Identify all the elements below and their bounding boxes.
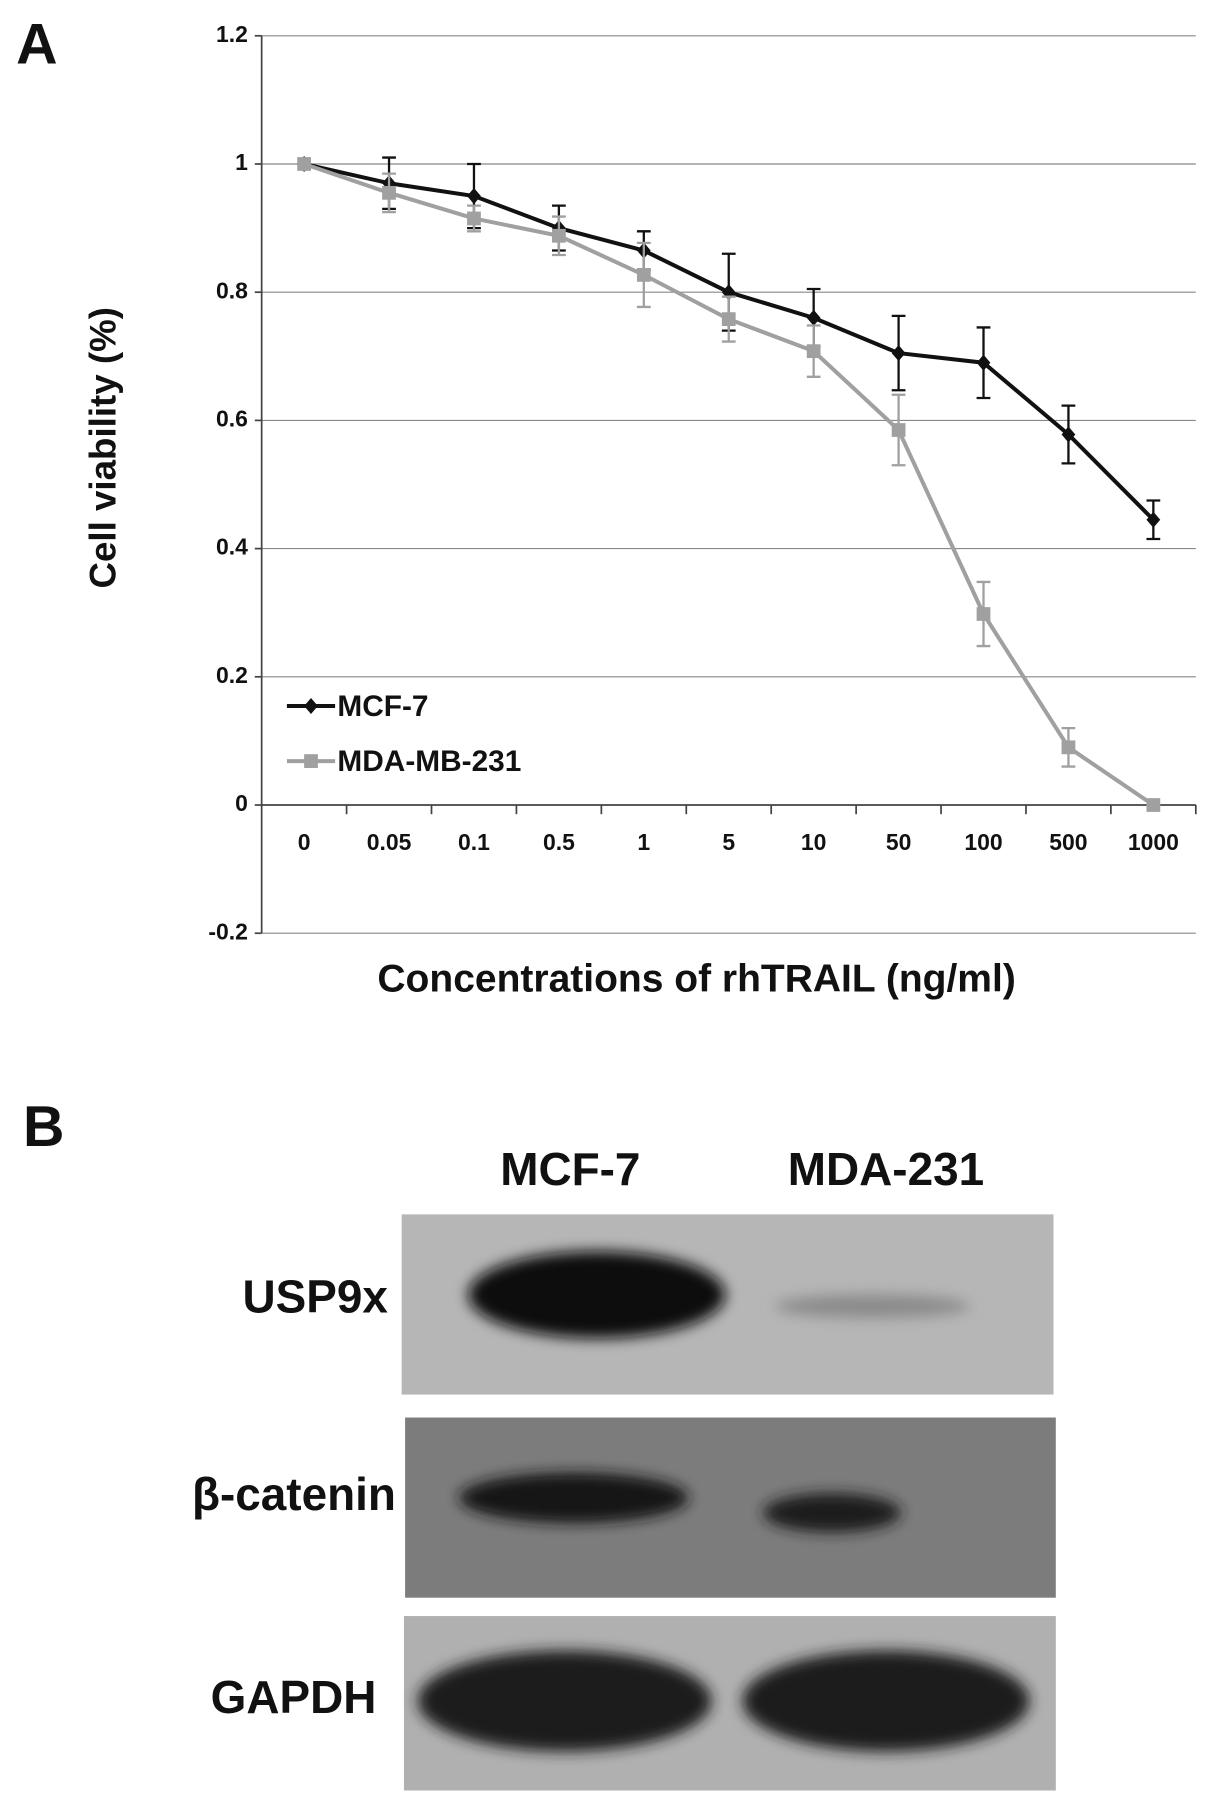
x-tick-label: 500 [1049,829,1087,855]
data-point [806,309,821,326]
data-point [552,228,566,243]
x-tick-label: 50 [886,829,912,855]
data-point [1146,798,1161,812]
band [468,1251,726,1339]
x-tick-label: 100 [964,829,1002,855]
panel-label: A [16,13,57,77]
x-axis-title: Concentrations of rhTRAIL (ng/ml) [377,958,1015,1001]
legend-marker [304,697,318,715]
data-point [1061,426,1076,443]
x-tick-label: 5 [722,829,735,855]
band [774,1294,970,1318]
x-tick-label: 0.5 [543,829,575,855]
band [459,1472,689,1524]
data-point [806,344,821,359]
x-tick-label: 0.05 [367,829,412,855]
band [763,1493,901,1533]
x-tick-label: 1 [637,829,650,855]
row-label: GAPDH [211,1671,377,1723]
data-point [382,185,396,200]
x-tick-label: 10 [801,829,827,855]
data-point [467,211,481,226]
data-point [636,268,651,282]
y-tick-label: 0.8 [216,277,248,303]
plot: -0.2 0 0.2 0.4 0.6 0.8 1 1.2 0 0.05 0.1 0.5 1 5 10 50 10… [208,21,1197,944]
y-tick-label: 0.4 [216,534,248,560]
data-point [891,345,906,362]
panel-label: B [23,1095,64,1159]
legend-marker [304,754,318,768]
y-axis-title: Cell viability (%) [82,307,123,589]
band [742,1650,1030,1752]
data-point [297,157,312,171]
x-tick-label: 0 [298,829,311,855]
x-tick-label: 1000 [1128,829,1179,855]
band [417,1650,712,1752]
data-point [1061,740,1076,755]
legend-label: MCF-7 [337,690,428,723]
y-tick-label: 1.2 [216,21,248,47]
data-point [891,423,906,437]
data-point [467,188,481,205]
y-tick-label: 0 [235,790,248,816]
row-label: USP9x [242,1271,388,1323]
x-tick-label: 0.1 [458,829,490,855]
blot-panel: B MCF-7 MDA-231 USP9x β-catenin GAPDH [23,1095,1056,1791]
y-tick-label: 0.6 [216,405,248,431]
y-tick-label: -0.2 [208,918,248,944]
data-point [976,607,991,621]
lane-label: MCF-7 [500,1143,640,1195]
data-point [976,354,991,371]
y-tick-label: 1 [235,149,248,175]
legend-label: MDA-MB-231 [337,745,521,778]
lane-label: MDA-231 [788,1143,984,1195]
data-point [721,312,736,327]
row-label: β-catenin [192,1468,396,1520]
y-tick-label: 0.2 [216,662,248,688]
